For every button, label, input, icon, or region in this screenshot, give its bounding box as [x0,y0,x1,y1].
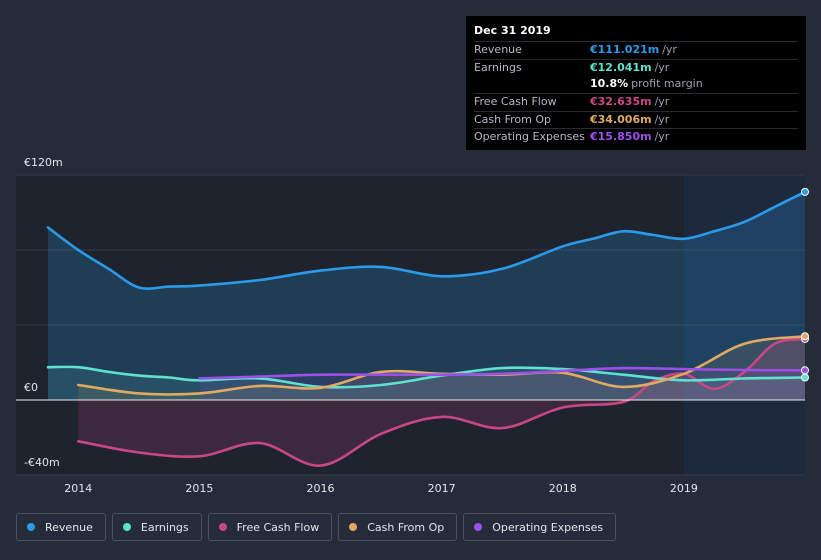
tooltip-row-unit: /yr [654,95,670,109]
tooltip-row-unit: /yr [654,60,670,74]
revenue-area [48,191,805,400]
legend-dot-icon [27,523,35,531]
tooltip-row: Free Cash Flow €32.635m/yr [474,93,798,111]
tooltip-row-label: Cash From Op [474,112,552,126]
free-cash-flow-area [78,338,806,466]
tooltip-row-value: €15.850m [590,130,652,144]
tooltip-row: Cash From Op €34.006m/yr [474,110,798,129]
revenue-endpoint [801,187,809,196]
revenue-line [46,190,807,290]
tooltip-row: Revenue €111.021m/yr [474,41,798,59]
tooltip-row-label: Revenue [474,43,522,56]
operating-expenses-line [198,366,807,380]
legend-label: Free Cash Flow [236,520,320,534]
y-tick-label: -€40m [24,456,60,469]
legend-label: Earnings [140,520,189,534]
tooltip-panel: Dec 31 2019 Revenue €111.021m/yr Earnings €… [466,16,806,150]
legend-dot-icon [218,523,227,531]
cash-from-op-endpoint [801,332,809,341]
x-tick-label: 2015 [185,482,213,495]
legend-item[interactable]: Revenue [16,513,106,541]
legend-label: Revenue [45,520,93,534]
tooltip-row-unit: profit margin [631,77,703,91]
tooltip-row-label: Earnings [474,60,522,74]
tooltip-row-unit: /yr [654,112,670,126]
legend-label: Operating Expenses [492,520,604,534]
x-tick-label: 2016 [307,482,335,495]
y-tick-label: €120m [24,156,63,169]
tooltip-row-label [474,76,590,93]
legend-label: Cash From Op [367,520,445,534]
tooltip-row: Operating Expenses €15.850m/yr [474,128,798,146]
y-tick-label: €0 [24,381,38,394]
tooltip-row-unit: /yr [654,130,670,144]
x-tick-label: 2018 [549,482,577,495]
x-tick-label: 2019 [670,482,698,495]
earnings-endpoint [801,373,809,382]
cash-from-op-area [78,336,806,400]
line-chart: €120m €0 -€40m 2014 2015 2016 2017 2018 2019 [16,156,809,495]
legend-dot-icon [349,523,358,531]
tooltip-row: Earnings €12.041m/yr [474,58,798,77]
x-tick-label: 2017 [428,482,456,495]
tooltip-date: Dec 31 2019 [474,24,551,37]
tooltip-row-value: €111.021m [590,43,660,56]
legend-item[interactable]: Operating Expenses [463,513,617,541]
tooltip-row-value: 10.8% [590,77,629,91]
legend-item[interactable]: Earnings [111,513,202,541]
legend-dot-icon [474,523,483,531]
operating-expenses-area [199,368,805,400]
free-cash-flow-line [77,337,807,467]
legend-item[interactable]: Free Cash Flow [207,513,333,541]
tooltip-row-unit: /yr [662,43,677,56]
tooltip-row-value: €32.635m [590,95,652,109]
chart-legend: Revenue Earnings Free Cash Flow Cash From O… [16,513,617,541]
tooltip-row-label: Free Cash Flow [474,95,557,109]
x-tick-label: 2014 [64,482,92,495]
tooltip-row: 10.8% profit margin [474,76,798,93]
tooltip-row-value: €34.006m [590,112,652,126]
legend-dot-icon [122,523,131,531]
earnings-line [46,365,807,389]
legend-item[interactable]: Cash From Op [338,513,458,541]
tooltip-row-label: Operating Expenses [474,130,585,144]
operating-expenses-endpoint [801,366,809,375]
tooltip-row-value: €12.041m [590,60,652,74]
